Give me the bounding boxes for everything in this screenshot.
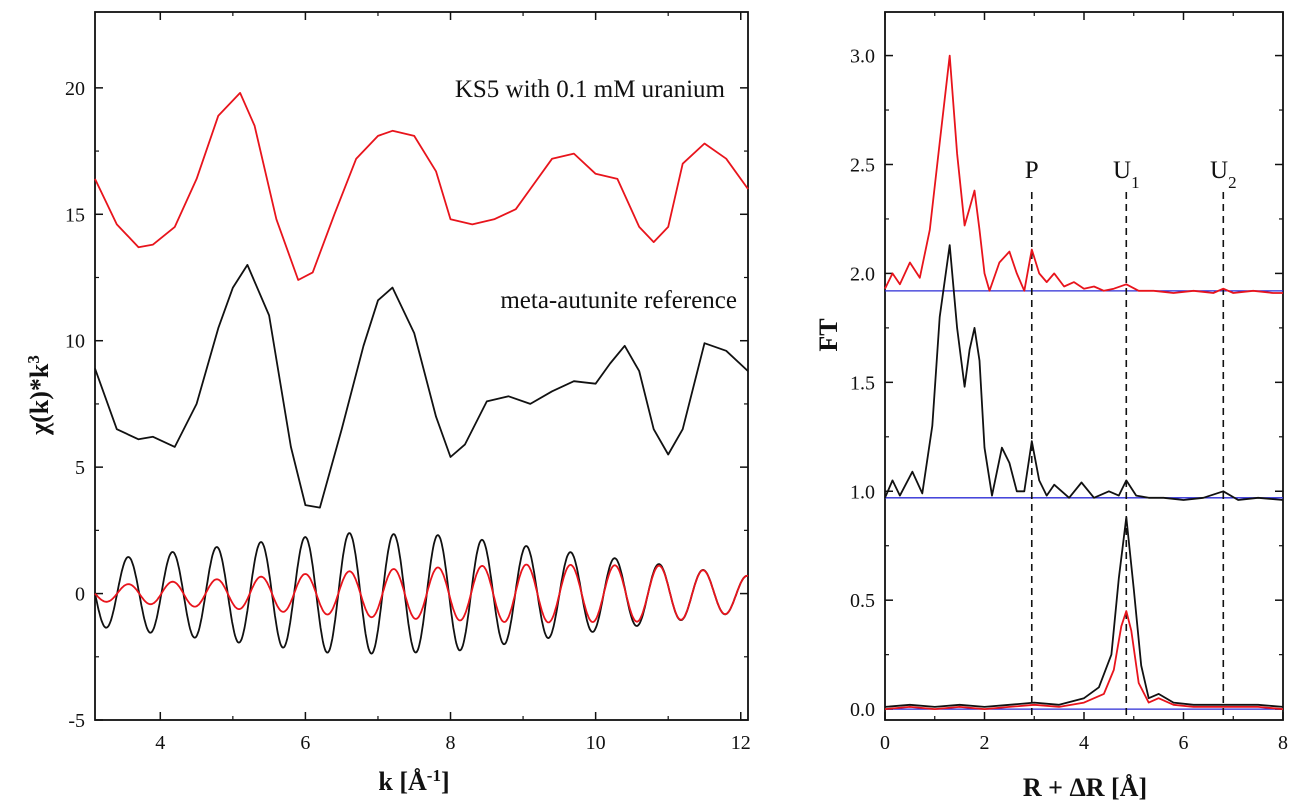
chi-series-2 — [94, 532, 749, 655]
x-axis-label-r: R + ΔR [Å] — [1023, 773, 1147, 802]
y-tick-label: 20 — [65, 78, 85, 100]
reference-label: U1 — [1113, 157, 1140, 192]
y-tick-label: 3.0 — [850, 46, 875, 68]
y-tick-label: 0.0 — [850, 699, 875, 721]
y-tick-label: -5 — [68, 710, 85, 732]
annotation-meta-autunite: meta-autunite reference — [500, 287, 737, 314]
reference-label: P — [1025, 157, 1039, 184]
x-tick-label: 6 — [1179, 732, 1189, 754]
ft-series-3 — [884, 610, 1284, 710]
plot-frame — [94, 11, 749, 721]
ft-plot: 0 2 4 6 8 0.0 0.5 1.0 1.5 2.0 2.5 3.0 P U1 U2 — [850, 11, 1288, 754]
ft-series-2 — [884, 516, 1284, 708]
chi-series-3 — [94, 563, 749, 624]
chi-k-panel: χ(k)*k3 k [Å-1] KS5 with 0.1 mM uranium … — [24, 76, 738, 796]
y-tick-label: 2.5 — [850, 154, 875, 176]
x-axis-label: k [Å-1] — [378, 766, 449, 797]
chi-series-1 — [94, 264, 749, 509]
y-tick-label: 15 — [65, 204, 85, 226]
y-tick-label: 1.0 — [850, 481, 875, 503]
x-tick-label: 12 — [731, 732, 751, 754]
x-tick-label: 2 — [980, 732, 990, 754]
x-tick-label: 0 — [880, 732, 890, 754]
chi-series-0 — [94, 92, 749, 281]
x-tick-label: 4 — [155, 732, 165, 754]
ft-series-1 — [884, 244, 1284, 501]
chi-plot: 4 6 8 10 12 -5 0 5 10 15 20 — [65, 11, 751, 754]
y-tick-label: 2.0 — [850, 263, 875, 285]
x-tick-label: 8 — [1278, 732, 1288, 754]
y-axis-label: χ(k)*k3 — [24, 355, 55, 436]
y-tick-label: 5 — [75, 457, 85, 479]
ft-series-0 — [884, 54, 1283, 294]
x-tick-label: 4 — [1079, 732, 1089, 754]
y-tick-label: 1.5 — [850, 372, 875, 394]
x-tick-label: 6 — [300, 732, 310, 754]
y-tick-label: 0.5 — [850, 590, 875, 612]
y-tick-label: 0 — [75, 584, 85, 606]
x-tick-label: 10 — [586, 732, 606, 754]
x-tick-label: 8 — [446, 732, 456, 754]
y-tick-label: 10 — [65, 331, 85, 353]
ft-panel: FT R + ΔR [Å] — [814, 318, 1147, 802]
reference-label: U2 — [1210, 157, 1237, 192]
y-axis-label-ft: FT — [814, 318, 843, 351]
annotation-ks5: KS5 with 0.1 mM uranium — [455, 76, 726, 103]
